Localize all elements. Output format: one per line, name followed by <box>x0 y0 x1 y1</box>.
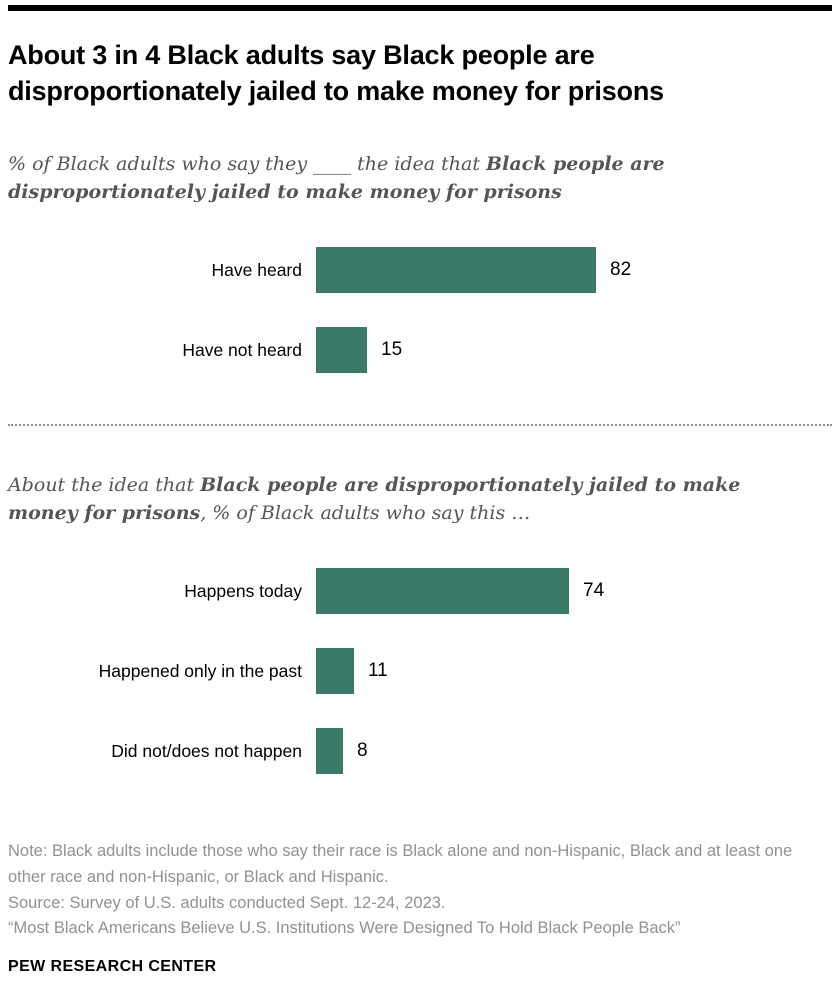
bar-area: 82 <box>316 247 632 294</box>
category-label: Happens today <box>184 580 302 601</box>
bar <box>316 568 569 615</box>
category-label: Happened only in the past <box>98 660 302 681</box>
value-label: 82 <box>610 259 632 281</box>
brand-footer: PEW RESEARCH CENTER <box>8 957 217 975</box>
category-label: Did not/does not happen <box>111 740 302 761</box>
subtitle-awareness-bold: Black people are disproportionately jail… <box>8 153 665 203</box>
bar <box>316 247 596 294</box>
subtitle-belief-bold: Black people are disproportionately jail… <box>8 474 741 524</box>
category-label: Have not heard <box>182 339 302 360</box>
bar-area: 15 <box>316 327 403 374</box>
top-rule <box>8 5 832 11</box>
chart-belief: Happens today 74 Happened only in the past… <box>8 551 832 791</box>
value-label: 8 <box>357 740 368 762</box>
subtitle-belief-suffix: , % of Black adults who say this … <box>200 501 531 524</box>
bar <box>316 327 367 374</box>
page-title: About 3 in 4 Black adults say Black peop… <box>8 40 664 106</box>
subtitle-belief-prefix: About the idea that <box>8 474 201 497</box>
note-text: Note: Black adults include those who say… <box>8 842 793 886</box>
bar-row: Happened only in the past 11 <box>8 631 832 711</box>
bar-row: Have not heard 15 <box>8 310 832 390</box>
value-label: 11 <box>368 660 388 682</box>
source-text: Source: Survey of U.S. adults conducted … <box>8 893 446 912</box>
value-label: 15 <box>381 339 403 361</box>
bar-area: 11 <box>316 648 388 695</box>
bar <box>316 648 354 695</box>
category-label: Have heard <box>211 259 302 280</box>
subtitle-awareness-prefix: % of Black adults who say they ____ the … <box>8 153 487 176</box>
dotted-divider <box>8 424 832 427</box>
bar-row: Did not/does not happen 8 <box>8 711 832 791</box>
value-label: 74 <box>583 580 605 602</box>
bar-row: Happens today 74 <box>8 551 832 631</box>
subtitle-belief: About the idea that Black people are dis… <box>8 472 798 527</box>
bar <box>316 728 343 775</box>
bar-area: 74 <box>316 568 605 615</box>
chart-awareness: Have heard 82 Have not heard 15 <box>8 230 832 390</box>
bar-area: 8 <box>316 728 368 775</box>
notes-block: Note: Black adults include those who say… <box>8 839 830 941</box>
subtitle-awareness: % of Black adults who say they ____ the … <box>8 151 798 206</box>
page: About 3 in 4 Black adults say Black peop… <box>8 5 832 975</box>
bar-row: Have heard 82 <box>8 230 832 310</box>
report-title-text: “Most Black Americans Believe U.S. Insti… <box>8 919 681 938</box>
